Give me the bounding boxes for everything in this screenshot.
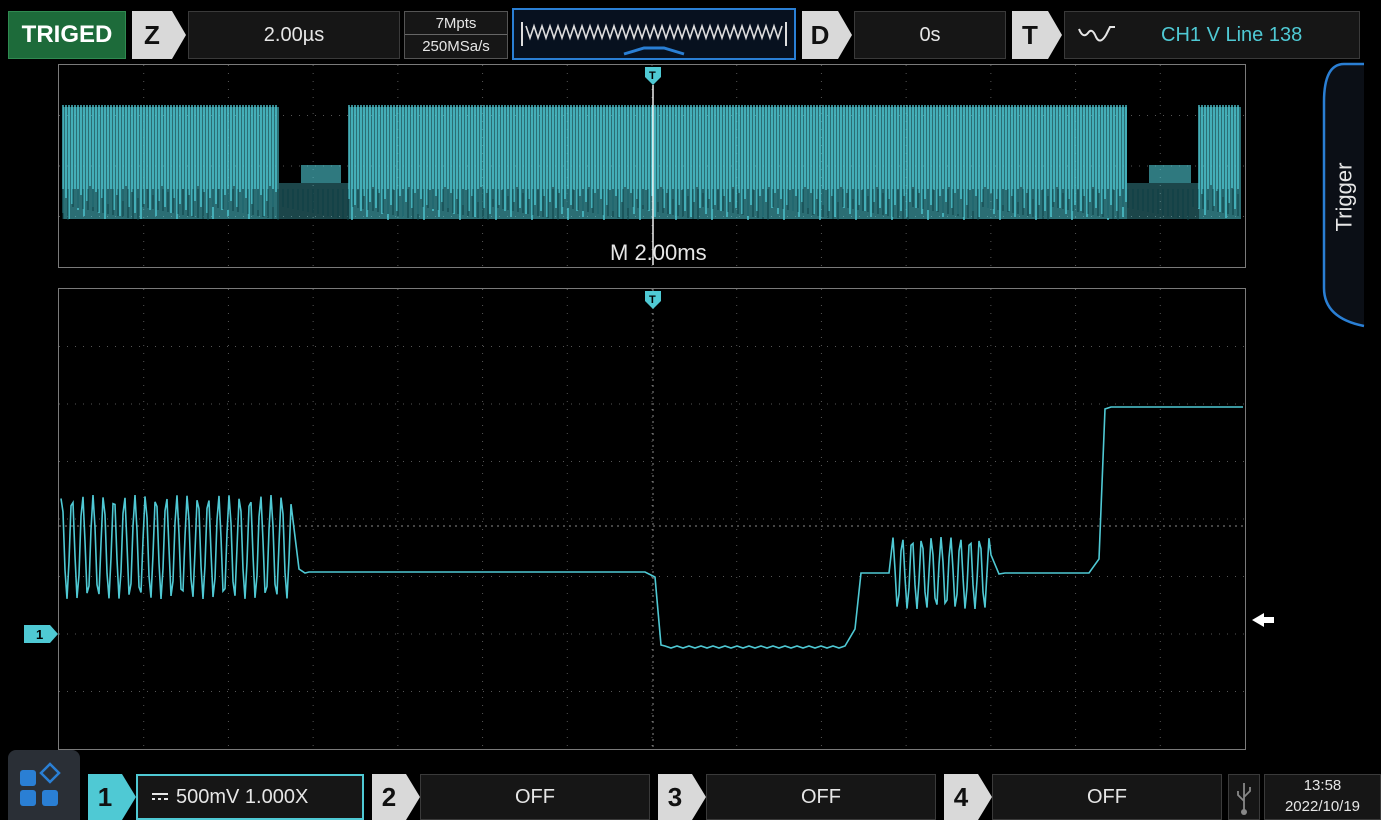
trigger-status: TRIGED: [8, 11, 126, 59]
tab-shape: [1322, 62, 1365, 328]
delay-key[interactable]: D: [802, 11, 838, 59]
trigger-level-arrow-icon[interactable]: [1252, 612, 1274, 628]
trigger-source: CH1 V Line 138: [1161, 23, 1303, 46]
usb-icon: [1237, 783, 1251, 815]
channel-4-settings[interactable]: OFF: [992, 774, 1222, 820]
main-plot: T: [59, 289, 1245, 749]
main-waveform-display[interactable]: T: [58, 288, 1246, 750]
channel-3-settings[interactable]: OFF: [706, 774, 936, 820]
chevron-right-icon: [692, 774, 706, 820]
trigger-tab-label: Trigger: [1331, 162, 1356, 232]
overview-plot: T: [59, 65, 1245, 267]
trigger-field[interactable]: CH1 V Line 138: [1064, 11, 1360, 59]
waveform-navigator[interactable]: [512, 8, 796, 60]
svg-text:T: T: [649, 294, 656, 306]
top-bar: TRIGED Z 2.00µs 7Mpts 250MSa/s D 0s T CH…: [8, 8, 1364, 60]
clock-time: 13:58: [1303, 777, 1342, 794]
channel-2-settings[interactable]: OFF: [420, 774, 650, 820]
overview-trace: [62, 105, 1241, 220]
chevron-right-icon: [122, 774, 136, 820]
channel-1-scale: 500mV 1.000X: [176, 785, 309, 808]
home-menu-icon: [20, 762, 61, 806]
chevron-right-icon: [838, 11, 852, 59]
timebase-field[interactable]: 2.00µs: [188, 11, 400, 59]
svg-text:T: T: [649, 70, 656, 82]
chevron-right-icon: [1048, 11, 1062, 59]
main-trigger-marker: T: [645, 291, 661, 309]
main-grid: [59, 289, 1245, 749]
clock-date: 2022/10/19: [1284, 798, 1361, 815]
home-menu-button[interactable]: [8, 750, 80, 820]
svg-text:1: 1: [36, 627, 43, 642]
sample-rate: 250MSa/s: [422, 38, 490, 55]
bottom-bar: 1 500mV 1.000X 2 OFF 3 OFF 4 OFF 13:58 2…: [0, 748, 1381, 820]
main-timebase-label: M 2.00ms: [610, 240, 707, 265]
channel-1-trace: [60, 406, 1243, 649]
system-clock: 13:58 2022/10/19: [1264, 774, 1381, 820]
usb-status: [1228, 774, 1260, 820]
overview-waveform[interactable]: T: [58, 64, 1246, 268]
dc-coupling-icon: [152, 793, 168, 800]
channel-1-offset-marker[interactable]: 1: [24, 625, 58, 643]
memory-depth: 7Mpts: [405, 12, 507, 35]
chevron-right-icon: [406, 774, 420, 820]
trigger-key[interactable]: T: [1012, 11, 1048, 59]
delay-field[interactable]: 0s: [854, 11, 1006, 59]
edge-icon: [1078, 26, 1115, 42]
acquisition-info[interactable]: 7Mpts 250MSa/s: [404, 11, 508, 59]
channel-2-key[interactable]: 2: [372, 774, 406, 820]
channel-1-key[interactable]: 1: [88, 774, 122, 820]
channel-1-settings[interactable]: 500mV 1.000X: [136, 774, 364, 820]
channel-3-key[interactable]: 3: [658, 774, 692, 820]
channel-4-key[interactable]: 4: [944, 774, 978, 820]
trigger-menu-tab[interactable]: Trigger: [1320, 62, 1366, 328]
overview-trigger-marker: T: [645, 67, 661, 85]
navigator-waveform-icon: [521, 22, 787, 56]
chevron-right-icon: [172, 11, 186, 59]
chevron-right-icon: [978, 774, 992, 820]
zoom-key[interactable]: Z: [132, 11, 172, 59]
